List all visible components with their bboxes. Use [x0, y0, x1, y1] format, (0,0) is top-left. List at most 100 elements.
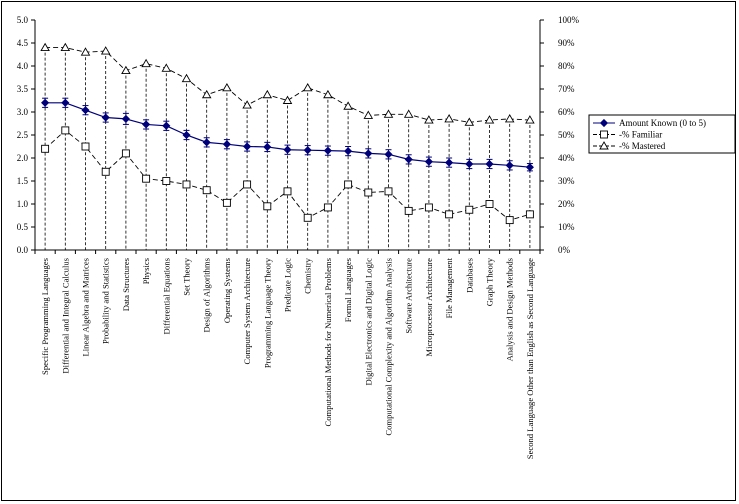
legend-label-mastered: -% Mastered: [619, 141, 666, 151]
mastered-point: [484, 115, 495, 124]
legend-marker-amount-known: [599, 118, 609, 128]
category-label: Graph Theory: [485, 257, 495, 306]
mastered-point: [161, 63, 172, 72]
familiar-point: [505, 216, 514, 225]
right-axis-tick-label: 30%: [558, 176, 575, 186]
category-label: Specific Programming Languages: [40, 257, 50, 375]
familiar-point: [465, 205, 474, 214]
familiar-point: [202, 186, 211, 195]
familiar-point: [41, 144, 50, 153]
right-axis-tick-label: 60%: [558, 107, 575, 117]
mastered-point: [201, 89, 212, 99]
amount-known-point: [384, 150, 393, 159]
left-axis-tick-label: 2.5: [17, 130, 29, 140]
familiar-point: [222, 198, 231, 207]
familiar-point: [445, 210, 454, 219]
mastered-point: [525, 115, 535, 124]
familiar-point: [364, 188, 373, 197]
amount-known-point: [182, 130, 191, 140]
mastered-point: [424, 115, 434, 124]
category-label: Second Language Other than English as Se…: [525, 258, 535, 459]
mastered-point: [444, 113, 454, 123]
right-axis-tick-label: 50%: [558, 130, 575, 140]
familiar-point: [81, 142, 90, 151]
category-label: Probability and Statistics: [101, 257, 111, 344]
category-label: Digital Electronics and Digital Logic: [363, 258, 373, 386]
familiar-point: [283, 187, 292, 196]
familiar-point: [162, 177, 171, 185]
familiar-point: [101, 167, 110, 176]
left-axis-tick-label: 1.5: [17, 176, 29, 186]
category-label: Formal Languages: [343, 257, 353, 322]
category-label: Data Structures: [121, 257, 131, 311]
left-axis-tick-label: 0.0: [17, 245, 29, 255]
familiar-point: [61, 126, 70, 135]
legend-label-familiar: -% Familiar: [619, 130, 662, 140]
category-label: Physics: [141, 257, 151, 284]
category-label: Chemistry: [303, 257, 313, 294]
right-axis-tick-label: 40%: [558, 153, 575, 163]
left-axis-tick-label: 3.0: [17, 107, 29, 117]
category-label: Design of Algorithms: [202, 257, 212, 332]
amount-known-point: [283, 145, 292, 154]
amount-known-point: [81, 106, 90, 115]
mastered-point: [343, 101, 353, 110]
familiar-point: [525, 210, 534, 219]
legend: Amount Known (0 to 5) -% Familiar-% Maste…: [588, 114, 736, 154]
familiar-point: [121, 149, 130, 158]
amount-known-point: [303, 146, 312, 155]
legend-label-amount-known: Amount Known (0 to 5): [619, 118, 706, 128]
familiar-point: [243, 180, 252, 189]
mastered-point: [181, 73, 192, 83]
legend-marker-familiar: [600, 130, 608, 139]
familiar-point: [303, 213, 312, 222]
amount-known-point: [263, 142, 272, 152]
category-label: Software Architecture: [404, 258, 414, 334]
right-axis-tick-label: 100%: [558, 15, 580, 25]
familiar-point: [424, 203, 433, 212]
mastered-point: [383, 109, 394, 118]
category-label: Analysis and Design Methods: [505, 257, 515, 361]
mastered-point: [262, 89, 273, 99]
familiar-point: [404, 206, 413, 215]
left-axis-tick-label: 0.5: [17, 222, 29, 232]
familiar-point: [263, 202, 272, 211]
series-layer: [40, 42, 535, 225]
amount-known-point: [344, 147, 353, 156]
category-label: Differential and Integral Calculus: [60, 257, 70, 373]
mastered-point: [121, 65, 131, 75]
right-axis-tick-label: 70%: [558, 84, 575, 94]
category-label: File Management: [444, 257, 454, 318]
amount-known-point: [162, 121, 171, 130]
category-label: Computational Methods for Numerical Prob…: [323, 257, 333, 426]
familiar-point: [485, 200, 494, 208]
mastered-point: [60, 42, 71, 52]
amount-known-point: [323, 146, 332, 155]
left-axis-tick-label: 4.0: [17, 61, 29, 71]
amount-known-point: [61, 98, 70, 107]
mastered-point: [504, 113, 515, 123]
axes-layer: [31, 19, 544, 254]
mastered-point: [323, 89, 333, 99]
category-label: Predicate Logic: [283, 258, 293, 312]
left-axis-tick-label: 3.5: [17, 84, 29, 94]
mastered-point: [222, 82, 232, 92]
mastered-point: [403, 109, 414, 118]
familiar-point: [142, 174, 151, 183]
mastered-point: [363, 110, 374, 119]
mastered-point: [100, 46, 111, 55]
category-label: Computational Complexity and Algorithm A…: [384, 257, 394, 435]
mastered-point: [242, 100, 252, 109]
category-label: Computer System Architecture: [242, 258, 252, 365]
amount-known-point: [424, 157, 433, 166]
left-axis-tick-label: 1.0: [17, 199, 29, 209]
mastered-point: [302, 82, 313, 92]
category-label: Linear Algebra and Matrices: [81, 257, 91, 356]
left-axis-tick-label: 5.0: [17, 15, 29, 25]
right-axis-tick-label: 0%: [558, 245, 571, 255]
right-axis-tick-label: 90%: [558, 38, 575, 48]
amount-known-point: [445, 158, 454, 167]
amount-known-point: [525, 163, 534, 172]
amount-known-point: [121, 114, 130, 123]
